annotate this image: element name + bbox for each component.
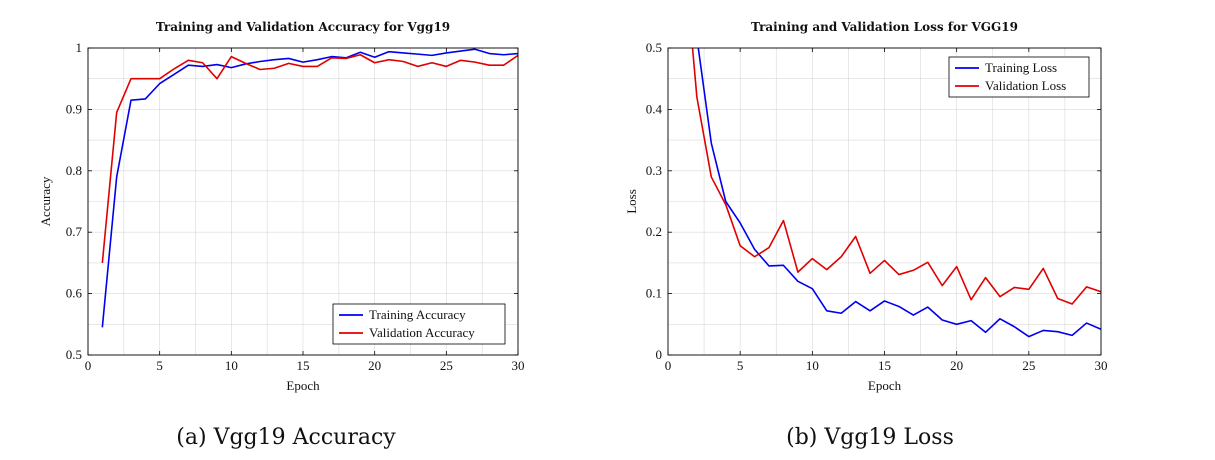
accuracy-x-tick-label: 10 [225, 358, 238, 373]
loss-y-tick-label: 0.1 [646, 286, 662, 301]
accuracy-caption: (a) Vgg19 Accuracy [176, 425, 396, 450]
legend-label-validation-loss: Validation Loss [985, 78, 1066, 93]
legend-label-training-accuracy: Training Accuracy [369, 307, 466, 322]
accuracy-y-tick-label: 0.9 [66, 101, 82, 116]
loss-x-tick-label: 10 [806, 358, 819, 373]
loss-x-tick-label: 25 [1022, 358, 1035, 373]
loss-caption: (b) Vgg19 Loss [786, 425, 954, 450]
loss-y-axis-label: Loss [624, 189, 639, 214]
loss-chart: Training and Validation Loss for VGG19 E… [624, 20, 1108, 450]
loss-y-tick-label: 0.5 [646, 40, 662, 55]
accuracy-legend-box [332, 303, 506, 345]
loss-legend: Training Loss Validation Loss [948, 56, 1090, 98]
accuracy-chart: Training and Validation Accuracy for Vgg… [38, 20, 525, 450]
accuracy-series-line-validation-accuracy [101, 53, 519, 263]
accuracy-x-tick-label: 25 [440, 358, 453, 373]
loss-x-tick-label: 5 [737, 358, 744, 373]
loss-chart-title: Training and Validation Loss for VGG19 [751, 20, 1018, 34]
loss-y-tick-label: 0.2 [646, 224, 662, 239]
accuracy-x-tick-label: 5 [156, 358, 163, 373]
accuracy-y-tick-label: 0.7 [66, 224, 83, 239]
legend-label-validation-accuracy: Validation Accuracy [369, 325, 475, 340]
loss-legend-box [948, 56, 1090, 98]
loss-x-tick-label: 30 [1095, 358, 1108, 373]
accuracy-x-tick-label: 0 [85, 358, 92, 373]
loss-y-tick-label: 0.4 [646, 101, 663, 116]
accuracy-y-axis-label: Accuracy [38, 176, 53, 226]
loss-x-tick-label: 20 [950, 358, 963, 373]
loss-y-tick-label: 0.3 [646, 163, 662, 178]
accuracy-x-tick-label: 20 [368, 358, 381, 373]
accuracy-x-tick-label: 30 [512, 358, 525, 373]
accuracy-y-tick-label: 0.5 [66, 347, 82, 362]
accuracy-legend: Training Accuracy Validation Accuracy [332, 303, 506, 345]
accuracy-x-axis-label: Epoch [286, 378, 320, 393]
accuracy-chart-title: Training and Validation Accuracy for Vgg… [156, 20, 450, 34]
loss-x-axis-label: Epoch [868, 378, 902, 393]
loss-series-line-training-loss [697, 47, 1102, 338]
loss-x-tick-label: 0 [665, 358, 672, 373]
accuracy-y-tick-label: 1 [76, 40, 83, 55]
legend-label-training-loss: Training Loss [985, 60, 1057, 75]
loss-series-line-validation-loss [691, 47, 1102, 305]
accuracy-series-line-training-accuracy [101, 48, 519, 328]
accuracy-y-tick-label: 0.8 [66, 163, 82, 178]
accuracy-x-tick-label: 15 [297, 358, 310, 373]
accuracy-y-tick-label: 0.6 [66, 286, 83, 301]
loss-y-tick-label: 0 [656, 347, 663, 362]
loss-x-tick-label: 15 [878, 358, 891, 373]
